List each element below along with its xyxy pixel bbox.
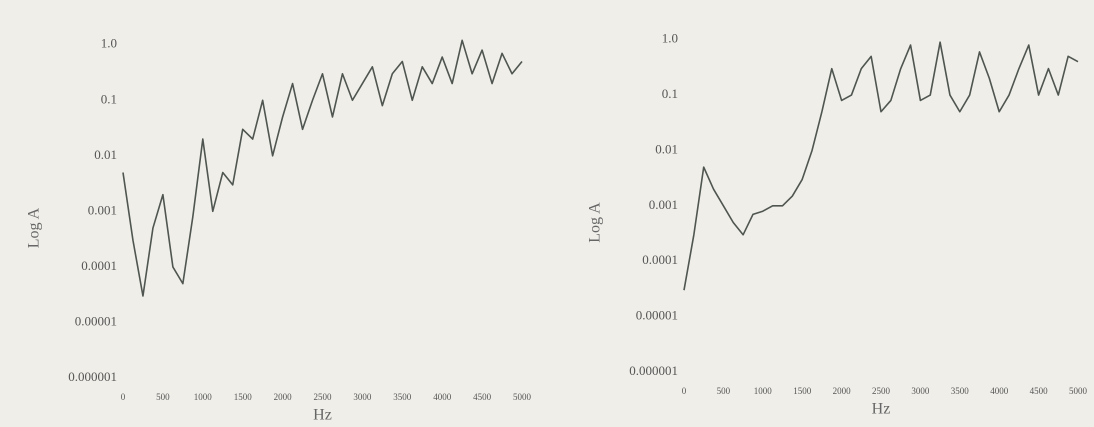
x-tick-label: 3000 [911, 386, 930, 396]
y-tick-label: 0.00001 [75, 313, 117, 328]
x-tick-label: 3000 [353, 392, 372, 402]
y-tick-label: 0.000001 [629, 363, 678, 378]
y-tick-label: 0.0001 [642, 252, 678, 267]
x-tick-label: 3500 [951, 386, 970, 396]
x-tick-label: 1000 [194, 392, 213, 402]
x-tick-label: 0 [682, 386, 687, 396]
x-tick-label: 500 [717, 386, 731, 396]
x-axis-label: Hz [313, 407, 332, 424]
y-tick-label: 1.0 [662, 31, 678, 46]
y-tick-label: 0.1 [101, 91, 117, 106]
spectrum-line [683, 41, 1079, 291]
x-tick-label: 4500 [473, 392, 492, 402]
y-tick-label: 0.000001 [68, 369, 117, 384]
x-tick-label: 500 [156, 392, 170, 402]
x-tick-label: 1000 [754, 386, 773, 396]
y-tick-label: 0.0001 [81, 258, 117, 273]
x-tick-label: 2500 [314, 392, 333, 402]
x-tick-label: 2500 [872, 386, 891, 396]
y-tick-label: 0.01 [655, 141, 678, 156]
y-axis-label: Log A [26, 207, 43, 248]
x-tick-label: 4000 [433, 392, 452, 402]
x-tick-label: 5000 [1069, 386, 1088, 396]
x-tick-label: 2000 [274, 392, 293, 402]
y-axis-label: Log A [587, 202, 604, 243]
x-tick-label: 5000 [513, 392, 532, 402]
x-tick-label: 4000 [990, 386, 1009, 396]
y-tick-label: 0.1 [662, 86, 678, 101]
x-tick-label: 0 [121, 392, 126, 402]
x-axis-label: Hz [872, 401, 891, 418]
x-tick-label: 1500 [793, 386, 812, 396]
x-tick-label: 3500 [393, 392, 412, 402]
y-tick-label: 0.00001 [636, 308, 678, 323]
x-tick-label: 2000 [833, 386, 852, 396]
spectrum-line [122, 39, 523, 297]
y-tick-label: 1.0 [101, 36, 117, 51]
y-tick-label: 0.001 [88, 202, 117, 217]
x-tick-label: 4500 [1030, 386, 1049, 396]
y-tick-label: 0.001 [649, 197, 678, 212]
y-tick-label: 0.01 [94, 147, 117, 162]
x-tick-label: 1500 [234, 392, 253, 402]
